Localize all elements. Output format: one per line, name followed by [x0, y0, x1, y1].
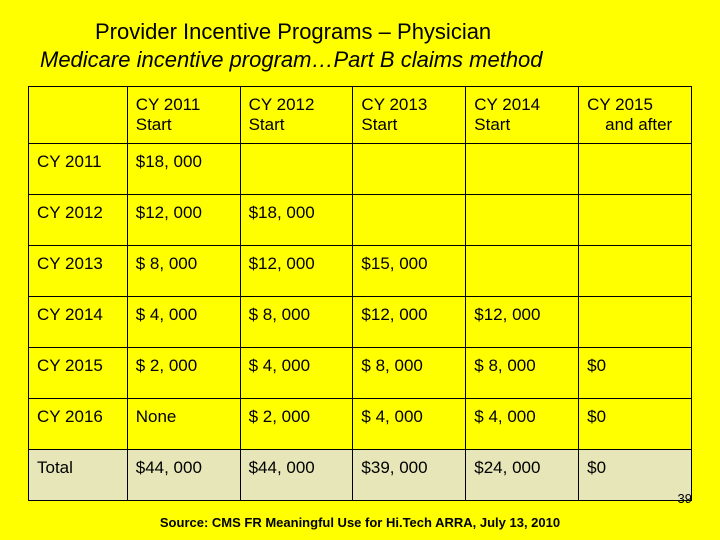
cell: $12, 000 — [240, 246, 353, 297]
incentive-table: CY 2011 Start CY 2012 Start CY 2013 Star… — [28, 86, 692, 501]
cell: $0 — [579, 399, 692, 450]
table-row: CY 2011 $18, 000 — [29, 144, 692, 195]
header-cy2014: CY 2014 Start — [466, 87, 579, 144]
total-cell: $24, 000 — [466, 450, 579, 501]
row-label: CY 2013 — [29, 246, 128, 297]
header-cy2015: CY 2015and after — [579, 87, 692, 144]
cell: $18, 000 — [240, 195, 353, 246]
cell — [353, 195, 466, 246]
row-label: CY 2011 — [29, 144, 128, 195]
cell: $ 2, 000 — [240, 399, 353, 450]
header-cy2011: CY 2011 Start — [127, 87, 240, 144]
total-cell: $44, 000 — [127, 450, 240, 501]
table-row: CY 2016 None $ 2, 000 $ 4, 000 $ 4, 000 … — [29, 399, 692, 450]
header-row: CY 2011 Start CY 2012 Start CY 2013 Star… — [29, 87, 692, 144]
cell — [579, 246, 692, 297]
cell: $ 2, 000 — [127, 348, 240, 399]
table-row: CY 2015 $ 2, 000 $ 4, 000 $ 8, 000 $ 8, … — [29, 348, 692, 399]
table-row: CY 2013 $ 8, 000 $12, 000 $15, 000 — [29, 246, 692, 297]
cell — [579, 144, 692, 195]
cell — [466, 144, 579, 195]
cell: $ 4, 000 — [240, 348, 353, 399]
cell: $18, 000 — [127, 144, 240, 195]
slide-number: 39 — [678, 491, 692, 506]
total-cell: $39, 000 — [353, 450, 466, 501]
cell — [353, 144, 466, 195]
table-row: CY 2014 $ 4, 000 $ 8, 000 $12, 000 $12, … — [29, 297, 692, 348]
table-row: CY 2012 $12, 000 $18, 000 — [29, 195, 692, 246]
cell: $15, 000 — [353, 246, 466, 297]
row-label: CY 2012 — [29, 195, 128, 246]
row-label: CY 2014 — [29, 297, 128, 348]
cell: $12, 000 — [466, 297, 579, 348]
cell: $12, 000 — [127, 195, 240, 246]
cell — [466, 246, 579, 297]
header-cy2013: CY 2013 Start — [353, 87, 466, 144]
cell — [466, 195, 579, 246]
title-line-2: Medicare incentive program…Part B claims… — [40, 46, 680, 74]
cell: $ 4, 000 — [353, 399, 466, 450]
cell: None — [127, 399, 240, 450]
cell: $ 8, 000 — [240, 297, 353, 348]
header-cy2012: CY 2012 Start — [240, 87, 353, 144]
slide-title: Provider Incentive Programs – Physician … — [0, 0, 720, 78]
cell: $ 8, 000 — [353, 348, 466, 399]
total-label: Total — [29, 450, 128, 501]
total-row: Total $44, 000 $44, 000 $39, 000 $24, 00… — [29, 450, 692, 501]
header-blank — [29, 87, 128, 144]
cell — [579, 297, 692, 348]
total-cell: $44, 000 — [240, 450, 353, 501]
slide: Provider Incentive Programs – Physician … — [0, 0, 720, 540]
row-label: CY 2016 — [29, 399, 128, 450]
cell — [240, 144, 353, 195]
total-cell: $0 — [579, 450, 692, 501]
source-text: Source: CMS FR Meaningful Use for Hi.Tec… — [0, 515, 720, 530]
cell: $ 8, 000 — [127, 246, 240, 297]
cell: $0 — [579, 348, 692, 399]
title-line-1: Provider Incentive Programs – Physician — [95, 18, 680, 46]
cell: $ 8, 000 — [466, 348, 579, 399]
row-label: CY 2015 — [29, 348, 128, 399]
cell — [579, 195, 692, 246]
cell: $ 4, 000 — [466, 399, 579, 450]
cell: $ 4, 000 — [127, 297, 240, 348]
cell: $12, 000 — [353, 297, 466, 348]
